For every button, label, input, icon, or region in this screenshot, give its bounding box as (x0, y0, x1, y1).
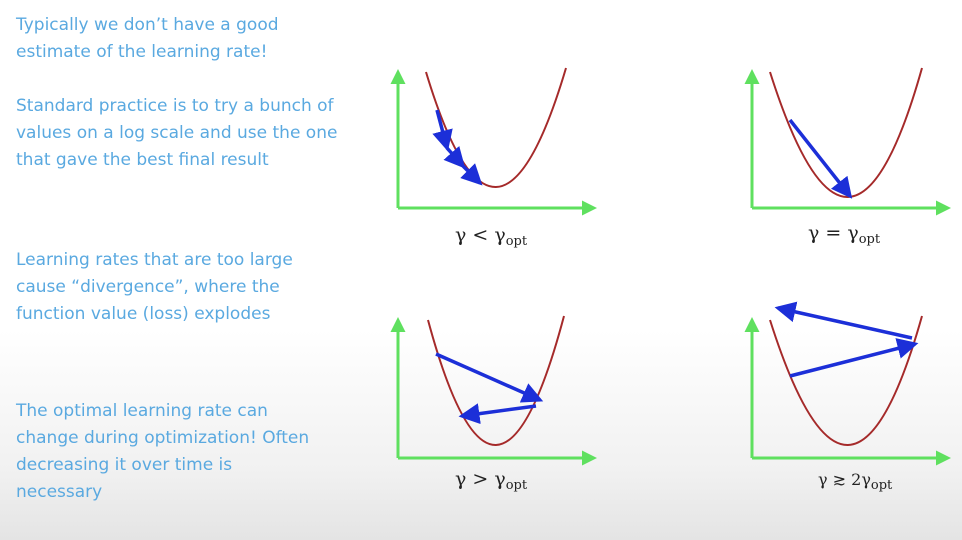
diagram-large-learning-rate (390, 315, 597, 466)
step-arrow (774, 301, 913, 340)
loss-curve (769, 67, 923, 198)
caption-gamma-equals-opt: γ = γopt (808, 222, 881, 247)
caption-gamma-greater-than-opt: γ > γopt (455, 468, 528, 493)
paragraph-standard-practice: Standard practice is to try a bunch of v… (16, 96, 338, 170)
paragraph-learning-rate-estimate: Typically we don’t have a good estimate … (16, 15, 279, 62)
paragraph-optimal-rate-changes: The optimal learning rate can change dur… (16, 401, 310, 502)
caption-gamma-less-than-opt: γ < γopt (455, 224, 528, 249)
loss-curve (427, 315, 565, 446)
diagram-optimal-learning-rate (744, 67, 951, 216)
paragraph-divergence: Learning rates that are too large cause … (16, 250, 293, 324)
step-arrow (458, 403, 537, 425)
step-arrow (788, 118, 853, 199)
step-arrow (443, 145, 466, 169)
step-arrow (460, 163, 483, 186)
loss-curve (425, 67, 567, 188)
diagram-small-learning-rate (390, 67, 597, 216)
step-arrow (789, 338, 919, 378)
step-arrow (435, 352, 544, 403)
caption-gamma-approx-twice-opt: γ ≳ 2γopt (818, 470, 893, 493)
diagram-diverging-learning-rate (744, 301, 951, 466)
loss-curve (769, 315, 923, 446)
step-arrow (432, 109, 453, 152)
